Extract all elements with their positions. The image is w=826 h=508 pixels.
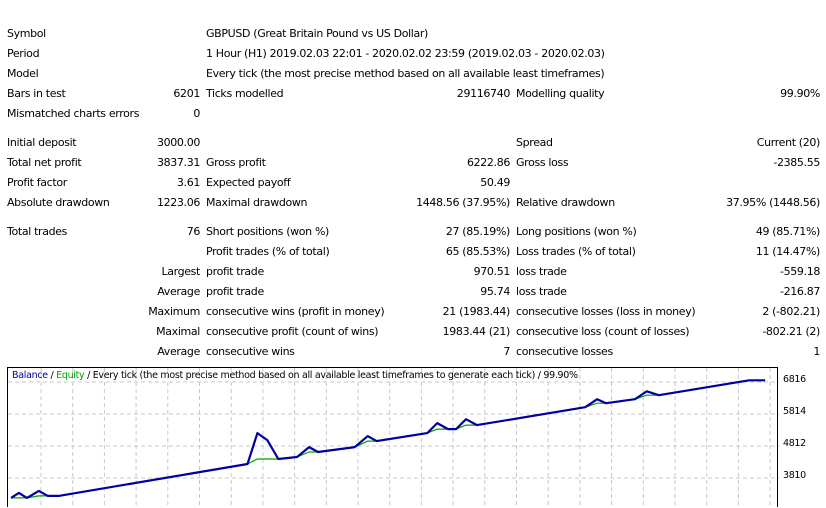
row-value: 65 (85.53%) <box>445 245 511 258</box>
row-value: Average <box>157 285 200 298</box>
row-label: 1 Hour (H1) 2019.02.03 22:01 - 2020.02.0… <box>206 47 605 60</box>
report-row: Symbol GBPUSD (Great Britain Pound vs US … <box>0 24 826 44</box>
row-value: -2385.55 <box>773 156 820 169</box>
row-label: Bars in test <box>7 87 66 100</box>
row-label: Gross profit <box>206 156 266 169</box>
row-label: profit trade <box>206 265 264 278</box>
report-row: Initial deposit 3000.00 Spread Current (20) <box>0 133 826 153</box>
row-label: Long positions (won %) <box>516 225 637 238</box>
legend-balance: Balance <box>12 370 48 381</box>
row-value: 95.74 <box>480 285 510 298</box>
report-row: Total trades 76 Short positions (won %) 27 … <box>0 222 826 242</box>
row-label: Short positions (won %) <box>206 225 329 238</box>
row-label: consecutive loss (count of losses) <box>516 325 690 338</box>
row-value: 99.90% <box>780 87 820 100</box>
row-label: consecutive losses (loss in money) <box>516 305 696 318</box>
row-value: 3000.00 <box>156 136 200 149</box>
report-row: Mismatched charts errors 0 <box>0 104 826 124</box>
row-value: 1 <box>813 345 820 358</box>
row-label: Absolute drawdown <box>7 196 110 209</box>
report-row: Model Every tick (the most precise method… <box>0 64 826 84</box>
row-label: Spread <box>516 136 553 149</box>
report-row: Profit factor 3.61 Expected payoff 50.49 <box>0 173 826 193</box>
legend-separator: / <box>47 370 57 381</box>
legend-description: Every tick (the most precise method base… <box>92 370 578 381</box>
balance-chart: Balance / Equity / Every tick (the most … <box>7 367 779 508</box>
chart-plot <box>8 368 779 508</box>
y-tick-label: 5814 <box>783 406 806 417</box>
y-tick-label: 3810 <box>783 470 806 481</box>
row-value: 27 (85.19%) <box>445 225 511 238</box>
report-row: Average consecutive wins 7 consecutive loss… <box>0 342 826 362</box>
row-label: Modelling quality <box>516 87 605 100</box>
row-value: Average <box>157 345 200 358</box>
row-value: -559.18 <box>779 265 820 278</box>
row-value: 1983.44 (21) <box>442 325 511 338</box>
y-tick-label: 4812 <box>783 438 806 449</box>
row-value: 2 (-802.21) <box>762 305 820 318</box>
report-row: Bars in test 6201 Ticks modelled 29116740 Mo… <box>0 84 826 104</box>
balance-line <box>10 379 766 499</box>
row-value: -216.87 <box>779 285 820 298</box>
row-label: Expected payoff <box>206 176 291 189</box>
row-value: 37.95% (1448.56) <box>726 196 820 209</box>
legend-equity: Equity <box>56 370 85 381</box>
row-value: 6201 <box>173 87 200 100</box>
row-label: Gross loss <box>516 156 569 169</box>
row-value: 29116740 <box>456 87 511 100</box>
row-label: Period <box>7 47 40 60</box>
report-row: Absolute drawdown 1223.06 Maximal drawdown… <box>0 193 826 213</box>
row-value: 50.49 <box>480 176 510 189</box>
row-label: Ticks modelled <box>206 87 284 100</box>
row-value: 11 (14.47%) <box>755 245 821 258</box>
row-value: 3837.31 <box>156 156 200 169</box>
row-label: Profit trades (% of total) <box>206 245 330 258</box>
row-value: 1223.06 <box>156 196 200 209</box>
row-label: consecutive profit (count of wins) <box>206 325 379 338</box>
row-value: -802.21 (2) <box>762 325 820 338</box>
y-tick-label: 6816 <box>783 374 806 385</box>
row-label: Total trades <box>7 225 68 238</box>
row-label: Relative drawdown <box>516 196 615 209</box>
row-value: Maximum <box>148 305 200 318</box>
row-label: Maximal drawdown <box>206 196 308 209</box>
row-value: 1448.56 (37.95%) <box>416 196 510 209</box>
row-value: 76 <box>186 225 201 238</box>
row-label: consecutive losses <box>516 345 613 358</box>
row-label: consecutive wins <box>206 345 295 358</box>
row-label: loss trade <box>516 265 567 278</box>
row-value: 6222.86 <box>466 156 510 169</box>
row-label: loss trade <box>516 285 567 298</box>
row-label: GBPUSD (Great Britain Pound vs US Dollar… <box>206 27 428 40</box>
row-label: Loss trades (% of total) <box>516 245 636 258</box>
row-label: Initial deposit <box>7 136 77 149</box>
row-value: 21 (1983.44) <box>442 305 511 318</box>
row-value: 970.51 <box>473 265 511 278</box>
row-label: Profit factor <box>7 176 67 189</box>
report-row: Profit trades (% of total) 65 (85.53%) Los… <box>0 242 826 262</box>
row-label: Symbol <box>7 27 46 40</box>
report-row: Maximal consecutive profit (count of wins… <box>0 322 826 342</box>
report-row: Total net profit 3837.31 Gross profit 6222.… <box>0 153 826 173</box>
legend-separator: / <box>84 370 93 381</box>
row-label: Model <box>7 67 39 80</box>
row-label: Mismatched charts errors <box>7 107 140 120</box>
row-value: 3.61 <box>176 176 200 189</box>
row-value: Largest <box>161 265 200 278</box>
row-value: 7 <box>503 345 510 358</box>
row-value: 49 (85.71%) <box>755 225 821 238</box>
report-row: Largest profit trade 970.51 loss trade -559.… <box>0 262 826 282</box>
row-label: consecutive wins (profit in money) <box>206 305 385 318</box>
report-row: Average profit trade 95.74 loss trade -216.8… <box>0 282 826 302</box>
report-row: Maximum consecutive wins (profit in money… <box>0 302 826 322</box>
row-value: Current (20) <box>756 136 821 149</box>
chart-legend: Balance / Equity / Every tick (the most … <box>12 370 578 381</box>
report-row: Period 1 Hour (H1) 2019.02.03 22:01 - 202… <box>0 44 826 64</box>
row-value: Maximal <box>156 325 200 338</box>
row-label: Every tick (the most precise method base… <box>206 67 605 80</box>
row-label: profit trade <box>206 285 264 298</box>
row-label: Total net profit <box>7 156 82 169</box>
row-value: 0 <box>193 107 200 120</box>
